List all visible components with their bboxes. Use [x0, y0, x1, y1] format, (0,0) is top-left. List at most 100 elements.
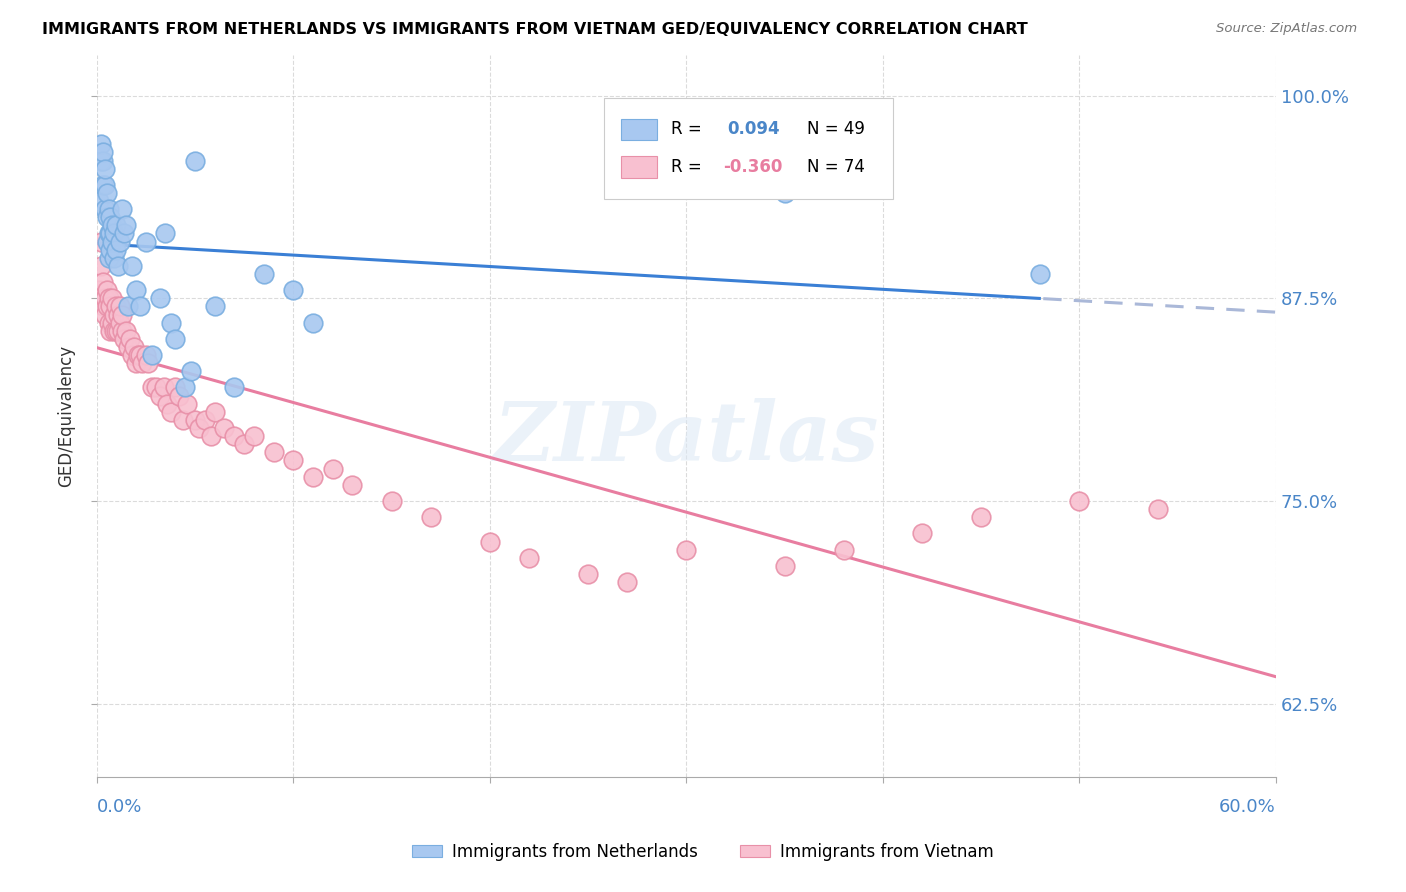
Point	[103, 308, 125, 322]
Point	[117, 300, 139, 314]
Point	[165, 332, 187, 346]
Point	[96, 186, 118, 200]
Point	[112, 227, 135, 241]
Point	[101, 219, 124, 233]
Point	[263, 445, 285, 459]
Point	[91, 145, 114, 160]
Point	[283, 283, 305, 297]
Point	[342, 477, 364, 491]
Point	[105, 300, 128, 314]
Point	[517, 550, 540, 565]
Point	[160, 405, 183, 419]
Point	[152, 380, 174, 394]
Point	[167, 389, 190, 403]
Point	[101, 316, 124, 330]
Point	[283, 453, 305, 467]
Point	[117, 340, 139, 354]
Point	[103, 324, 125, 338]
Point	[380, 494, 402, 508]
Point	[115, 219, 138, 233]
Point	[87, 283, 110, 297]
Legend: Immigrants from Netherlands, Immigrants from Vietnam: Immigrants from Netherlands, Immigrants …	[406, 837, 1000, 868]
Point	[121, 348, 143, 362]
Point	[120, 332, 142, 346]
Text: R =: R =	[671, 158, 707, 176]
Point	[224, 429, 246, 443]
Point	[97, 227, 120, 241]
Text: N = 49: N = 49	[807, 120, 865, 138]
Point	[141, 348, 163, 362]
Point	[100, 243, 122, 257]
Point	[115, 324, 138, 338]
Point	[122, 340, 145, 354]
Point	[93, 308, 115, 322]
Point	[101, 235, 124, 249]
Point	[105, 243, 128, 257]
Point	[911, 526, 934, 541]
Point	[184, 413, 207, 427]
Point	[111, 308, 134, 322]
Point	[200, 429, 222, 443]
Point	[302, 316, 325, 330]
Text: Source: ZipAtlas.com: Source: ZipAtlas.com	[1216, 22, 1357, 36]
FancyBboxPatch shape	[621, 156, 657, 178]
Point	[204, 405, 226, 419]
Point	[773, 558, 796, 573]
Point	[107, 259, 129, 273]
Point	[302, 469, 325, 483]
Point	[91, 178, 114, 192]
Point	[91, 153, 114, 168]
Point	[135, 348, 157, 362]
Point	[616, 575, 638, 590]
Point	[149, 389, 172, 403]
Point	[172, 413, 194, 427]
Point	[253, 267, 276, 281]
Point	[93, 161, 115, 176]
Point	[1069, 494, 1091, 508]
Point	[129, 300, 152, 314]
Point	[101, 291, 124, 305]
Point	[125, 356, 148, 370]
FancyBboxPatch shape	[621, 119, 657, 140]
Point	[97, 316, 120, 330]
Point	[105, 219, 128, 233]
Point	[107, 308, 129, 322]
Point	[1029, 267, 1052, 281]
Point	[243, 429, 266, 443]
Point	[90, 153, 112, 168]
Point	[93, 202, 115, 216]
Y-axis label: GED/Equivalency: GED/Equivalency	[58, 345, 75, 487]
Point	[100, 227, 122, 241]
Point	[419, 510, 441, 524]
Point	[110, 316, 132, 330]
Point	[478, 534, 501, 549]
Point	[675, 542, 697, 557]
Point	[141, 380, 163, 394]
Point	[165, 380, 187, 394]
Point	[96, 300, 118, 314]
Text: N = 74: N = 74	[807, 158, 865, 176]
Point	[145, 380, 167, 394]
Point	[156, 397, 179, 411]
Point	[149, 291, 172, 305]
Point	[100, 324, 122, 338]
Point	[1147, 502, 1170, 516]
Point	[111, 324, 134, 338]
Point	[832, 542, 855, 557]
Point	[155, 227, 177, 241]
Text: R =: R =	[671, 120, 707, 138]
Point	[97, 202, 120, 216]
Point	[90, 259, 112, 273]
Point	[105, 324, 128, 338]
Point	[96, 235, 118, 249]
Point	[91, 300, 114, 314]
Text: IMMIGRANTS FROM NETHERLANDS VS IMMIGRANTS FROM VIETNAM GED/EQUIVALENCY CORRELATI: IMMIGRANTS FROM NETHERLANDS VS IMMIGRANT…	[42, 22, 1028, 37]
Point	[174, 380, 197, 394]
Point	[131, 356, 153, 370]
Point	[110, 235, 132, 249]
Point	[96, 283, 118, 297]
Point	[100, 211, 122, 225]
Text: -0.360: -0.360	[723, 158, 782, 176]
Point	[103, 227, 125, 241]
Point	[160, 316, 183, 330]
